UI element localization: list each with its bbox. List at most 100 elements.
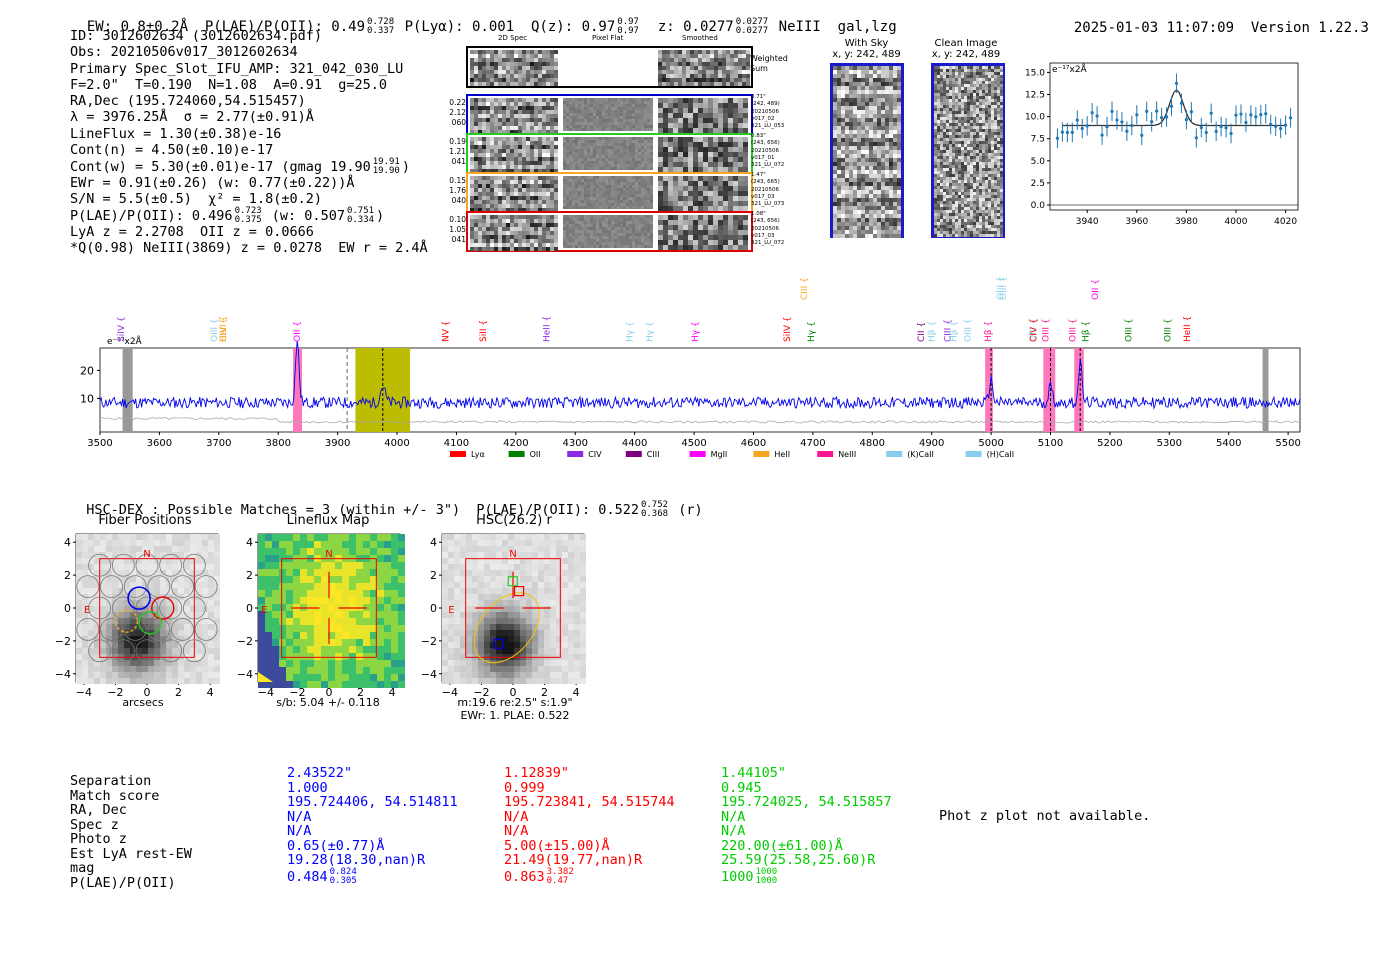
pixel <box>178 630 184 636</box>
pixel <box>460 666 466 672</box>
pixel <box>112 546 118 552</box>
pixel <box>544 672 550 678</box>
lineflux-pixel <box>307 674 314 681</box>
zoom-point <box>1249 113 1253 117</box>
pixel <box>148 546 154 552</box>
lineflux-pixel <box>286 576 293 583</box>
pixel <box>142 576 148 582</box>
pixel <box>454 582 460 588</box>
match-sep: 2.43522" <box>287 765 353 781</box>
pixel <box>544 600 550 606</box>
lineflux-pixel <box>335 618 342 625</box>
pixel <box>106 630 112 636</box>
hsc-summary-lo: 0.368 <box>640 509 669 519</box>
lineflux-pixel <box>384 562 391 569</box>
pixel <box>82 672 88 678</box>
pixel <box>466 588 472 594</box>
legend-swatch <box>508 451 525 457</box>
pixel <box>526 534 532 540</box>
lineflux-pixel <box>384 583 391 590</box>
pixel <box>130 540 136 546</box>
pixel <box>574 540 580 546</box>
cutout-right-value: 321_LU_072 <box>751 162 785 169</box>
pixel <box>568 576 574 582</box>
header-qz-lo: 0.97 <box>617 26 639 36</box>
lineflux-pixel <box>314 590 321 597</box>
pixel <box>556 624 562 630</box>
lineflux-pixel <box>356 541 363 548</box>
pixel <box>568 546 574 552</box>
pixel <box>532 558 538 564</box>
pixel <box>136 552 142 558</box>
lineflux-pixel <box>356 667 363 674</box>
pixel <box>178 618 184 624</box>
pixel <box>478 534 484 540</box>
lineflux-pixel <box>328 590 335 597</box>
pixel <box>508 648 514 654</box>
panel-ytick-label: 4 <box>430 536 437 549</box>
pixel <box>160 564 166 570</box>
spectrum-line-label: SiIV { <box>783 316 793 342</box>
pixel <box>76 594 82 600</box>
pixel <box>154 552 160 558</box>
lineflux-pixel <box>384 555 391 562</box>
pixel <box>496 666 502 672</box>
pixel <box>466 612 472 618</box>
lineflux-pixel <box>258 625 265 632</box>
pixel <box>184 672 190 678</box>
pixel <box>136 678 142 684</box>
pixel <box>94 552 100 558</box>
lineflux-pixel <box>258 534 265 541</box>
pixel <box>172 624 178 630</box>
pixel <box>466 552 472 558</box>
lineflux-pixel <box>321 562 328 569</box>
pixel <box>526 624 532 630</box>
pixel <box>514 546 520 552</box>
lineflux-pixel <box>293 562 300 569</box>
pixel <box>544 606 550 612</box>
pixel <box>178 672 184 678</box>
pixel <box>538 534 544 540</box>
lineflux-pixel <box>265 555 272 562</box>
pixel <box>478 672 484 678</box>
match-row-label: RA, Dec <box>70 802 127 818</box>
pixel <box>556 606 562 612</box>
lineflux-pixel <box>356 660 363 667</box>
pixel <box>202 588 208 594</box>
pixel <box>166 636 172 642</box>
lineflux-pixel <box>363 653 370 660</box>
cutout-flat-image <box>563 137 653 170</box>
pixel <box>478 546 484 552</box>
lineflux-pixel <box>356 548 363 555</box>
match-plae-value: 1000 <box>721 868 754 885</box>
pixel <box>112 576 118 582</box>
pixel <box>124 534 130 540</box>
pixel <box>82 606 88 612</box>
pixel <box>508 612 514 618</box>
pixel <box>490 588 496 594</box>
pixel <box>178 624 184 630</box>
pixel <box>202 600 208 606</box>
panel-ytick-label: 0 <box>64 602 71 615</box>
pixel <box>154 534 160 540</box>
pixel <box>538 600 544 606</box>
lineflux-pixel <box>391 555 398 562</box>
pixel <box>106 552 112 558</box>
pixel <box>202 660 208 666</box>
spectrum-line-label: Hγ { <box>691 321 701 342</box>
pixel <box>478 660 484 666</box>
pixel <box>544 636 550 642</box>
pixel <box>214 534 220 540</box>
weighted-sum-label: Weighted Sum <box>750 54 788 73</box>
pixel <box>76 600 82 606</box>
lineflux-pixel <box>314 583 321 590</box>
spectrum-xtick-label: 3700 <box>206 438 231 449</box>
pixel <box>112 648 118 654</box>
lineflux-pixel <box>342 632 349 639</box>
lineflux-pixel <box>398 604 405 611</box>
pixel <box>148 672 154 678</box>
lineflux-pixel <box>377 562 384 569</box>
east-label: E <box>84 605 90 616</box>
pixel <box>166 660 172 666</box>
match-score: 0.945 <box>721 779 762 796</box>
